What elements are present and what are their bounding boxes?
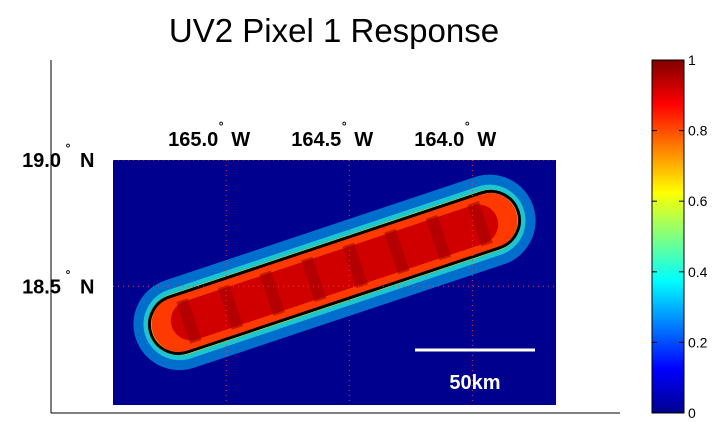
map-content bbox=[113, 160, 556, 405]
latitude-ticks: 19.0 ° N 18.5 ° N bbox=[22, 141, 94, 298]
colorbar-tick-label: 0.2 bbox=[688, 334, 708, 350]
colorbar-tick-label: 0.4 bbox=[688, 264, 708, 280]
latitude-hemisphere: N bbox=[80, 276, 94, 298]
degree-symbol: ° bbox=[465, 119, 470, 133]
response-stripe bbox=[467, 201, 493, 247]
longitude-ticks: 165.0°W 164.5°W 164.0°W bbox=[168, 119, 496, 151]
footprint-response bbox=[133, 174, 536, 371]
latitude-tick-label: 18.5 bbox=[22, 276, 61, 298]
half-response-contour bbox=[148, 189, 521, 355]
response-stripe bbox=[342, 242, 368, 289]
response-stripe bbox=[301, 256, 327, 303]
colorbar-tick-label: 0.8 bbox=[688, 123, 708, 139]
response-stripe bbox=[217, 284, 244, 330]
longitude-hemisphere: W bbox=[354, 129, 373, 151]
response-peak bbox=[170, 204, 499, 341]
colorbar-tick-label: 0 bbox=[688, 405, 696, 421]
latitude-hemisphere: N bbox=[80, 150, 94, 172]
degree-symbol: ° bbox=[66, 267, 71, 281]
colorbar-tick-label: 0.6 bbox=[688, 193, 708, 209]
longitude-hemisphere: W bbox=[231, 129, 250, 151]
degree-symbol: ° bbox=[342, 119, 347, 133]
colorbar-tick-label: 1 bbox=[688, 52, 696, 68]
degree-symbol: ° bbox=[219, 119, 224, 133]
colorbar bbox=[651, 59, 685, 414]
degree-symbol: ° bbox=[66, 141, 71, 155]
longitude-tick-label: 164.5 bbox=[291, 129, 341, 151]
longitude-tick-label: 164.0 bbox=[414, 129, 464, 151]
footprint-band bbox=[133, 174, 536, 371]
latitude-tick-label: 19.0 bbox=[22, 150, 61, 172]
response-stripe bbox=[259, 270, 285, 316]
chart-title: UV2 Pixel 1 Response bbox=[169, 12, 499, 49]
longitude-tick-label: 165.0 bbox=[168, 129, 218, 151]
response-stripe bbox=[425, 214, 452, 261]
longitude-hemisphere: W bbox=[477, 129, 496, 151]
scale-bar-label: 50km bbox=[449, 372, 500, 394]
colorbar-ticks: 0 0.2 0.4 0.6 0.8 1 bbox=[652, 52, 708, 421]
response-stripe bbox=[176, 298, 202, 344]
graticule-grid bbox=[113, 160, 556, 405]
response-stripe bbox=[384, 228, 410, 275]
